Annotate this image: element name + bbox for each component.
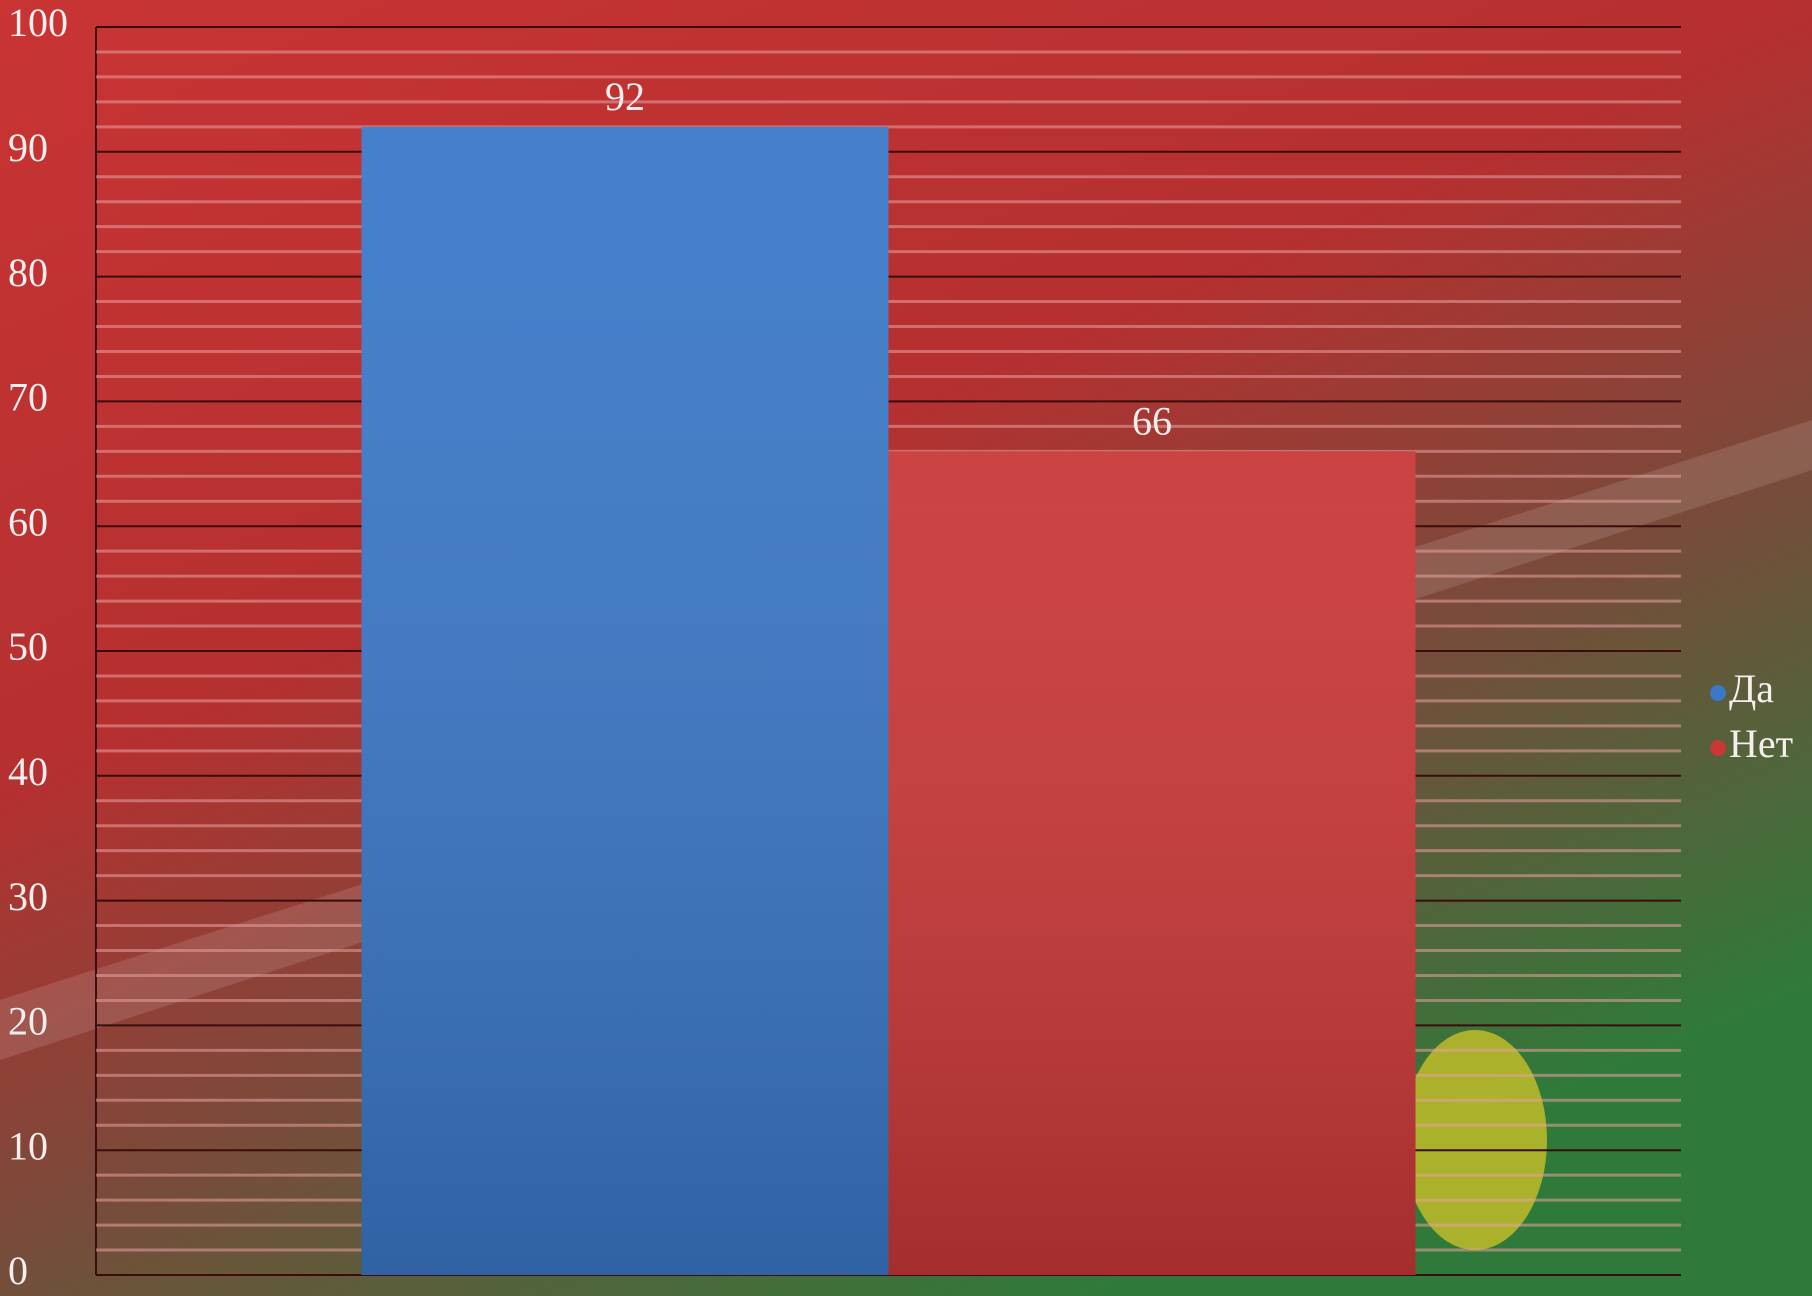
bar-shade [361,126,889,1276]
ball [1403,1030,1547,1250]
y-tick-label: 10 [8,1123,48,1168]
legend-label: Нет [1729,721,1793,766]
y-tick-label: 70 [8,375,48,420]
y-tick-label: 0 [8,1248,28,1293]
legend-label: Да [1729,666,1774,711]
y-tick-label: 100 [8,0,68,45]
y-tick-label: 90 [8,125,48,170]
data-label: 66 [1132,398,1172,443]
legend-marker [1710,740,1726,756]
data-label: 92 [605,74,645,119]
bar-shade [888,451,1416,1275]
y-tick-label: 50 [8,624,48,669]
y-tick-label: 30 [8,874,48,919]
legend-marker [1710,685,1726,701]
y-tick-label: 40 [8,749,48,794]
y-tick-label: 80 [8,250,48,295]
y-tick-label: 60 [8,499,48,544]
y-tick-label: 20 [8,999,48,1044]
